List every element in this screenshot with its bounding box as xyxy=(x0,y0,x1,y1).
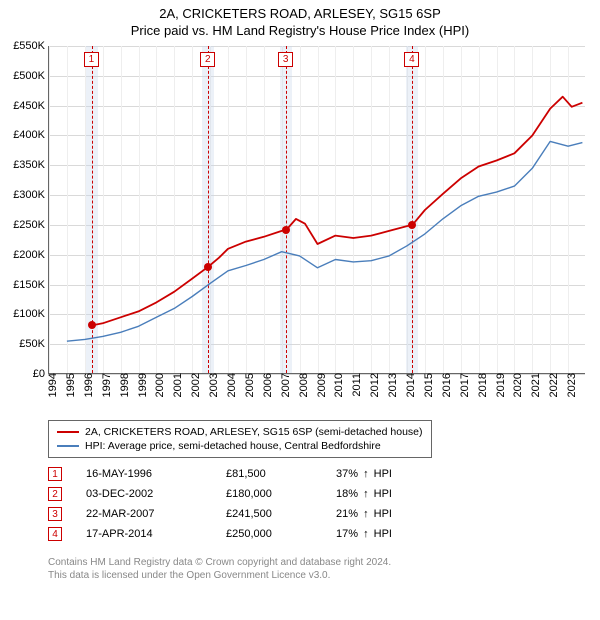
x-tick-label: 1998 xyxy=(115,373,131,397)
legend-swatch xyxy=(57,431,79,433)
x-tick-label: 2018 xyxy=(473,373,489,397)
x-tick-label: 1997 xyxy=(97,373,113,397)
y-tick-label: £100K xyxy=(13,308,49,320)
legend-swatch xyxy=(57,445,79,447)
x-tick-label: 2000 xyxy=(150,373,166,397)
sale-point xyxy=(88,321,96,329)
x-tick-label: 1994 xyxy=(43,373,59,397)
sale-point xyxy=(204,263,212,271)
event-pct: 21% ↑ HPI xyxy=(336,508,406,520)
up-arrow-icon: ↑ xyxy=(363,528,369,540)
plot-area: £0£50K£100K£150K£200K£250K£300K£350K£400… xyxy=(48,46,585,374)
x-tick-label: 1999 xyxy=(133,373,149,397)
event-date: 22-MAR-2007 xyxy=(86,508,226,520)
x-tick-label: 1996 xyxy=(79,373,95,397)
x-tick-label: 2019 xyxy=(491,373,507,397)
y-tick-label: £200K xyxy=(13,249,49,261)
x-tick-label: 2011 xyxy=(347,373,363,397)
x-tick-label: 2007 xyxy=(276,373,292,397)
x-tick-label: 2014 xyxy=(401,373,417,397)
chart-container: 2A, CRICKETERS ROAD, ARLESEY, SG15 6SP P… xyxy=(0,0,600,620)
x-tick-label: 2003 xyxy=(204,373,220,397)
x-tick-label: 2009 xyxy=(312,373,328,397)
event-pct: 18% ↑ HPI xyxy=(336,488,406,500)
up-arrow-icon: ↑ xyxy=(363,488,369,500)
event-number: 4 xyxy=(48,527,62,541)
title-block: 2A, CRICKETERS ROAD, ARLESEY, SG15 6SP P… xyxy=(0,0,600,38)
event-price: £180,000 xyxy=(226,488,336,500)
legend-row: HPI: Average price, semi-detached house,… xyxy=(57,439,423,453)
event-row: 3 22-MAR-2007£241,50021% ↑ HPI xyxy=(48,504,406,524)
legend-box: 2A, CRICKETERS ROAD, ARLESEY, SG15 6SP (… xyxy=(48,420,432,458)
footer-note: Contains HM Land Registry data © Crown c… xyxy=(48,556,391,582)
title-address: 2A, CRICKETERS ROAD, ARLESEY, SG15 6SP xyxy=(0,6,600,21)
legend-label: 2A, CRICKETERS ROAD, ARLESEY, SG15 6SP (… xyxy=(85,426,423,438)
event-number: 1 xyxy=(48,467,62,481)
x-tick-label: 2023 xyxy=(562,373,578,397)
event-number: 3 xyxy=(48,507,62,521)
events-table: 1 16-MAY-1996£81,50037% ↑ HPI 2 03-DEC-2002… xyxy=(48,464,406,544)
event-row: 4 17-APR-2014£250,00017% ↑ HPI xyxy=(48,524,406,544)
x-tick-label: 2010 xyxy=(329,373,345,397)
event-price: £241,500 xyxy=(226,508,336,520)
x-tick-label: 2022 xyxy=(544,373,560,397)
x-tick-label: 2012 xyxy=(365,373,381,397)
y-tick-label: £300K xyxy=(13,189,49,201)
up-arrow-icon: ↑ xyxy=(363,468,369,480)
x-tick-label: 2005 xyxy=(240,373,256,397)
x-tick-label: 2001 xyxy=(168,373,184,397)
y-tick-label: £450K xyxy=(13,100,49,112)
y-tick-label: £400K xyxy=(13,129,49,141)
event-pct: 37% ↑ HPI xyxy=(336,468,406,480)
x-tick-label: 2021 xyxy=(526,373,542,397)
event-date: 03-DEC-2002 xyxy=(86,488,226,500)
event-price: £250,000 xyxy=(226,528,336,540)
y-tick-label: £500K xyxy=(13,70,49,82)
x-tick-label: 2015 xyxy=(419,373,435,397)
event-date: 17-APR-2014 xyxy=(86,528,226,540)
event-date: 16-MAY-1996 xyxy=(86,468,226,480)
y-tick-label: £550K xyxy=(13,40,49,52)
title-subtitle: Price paid vs. HM Land Registry's House … xyxy=(0,23,600,38)
y-tick-label: £150K xyxy=(13,279,49,291)
hpi-label: HPI xyxy=(374,468,392,480)
y-tick-label: £250K xyxy=(13,219,49,231)
hpi-label: HPI xyxy=(374,508,392,520)
y-tick-label: £350K xyxy=(13,159,49,171)
x-tick-label: 2008 xyxy=(294,373,310,397)
legend-row: 2A, CRICKETERS ROAD, ARLESEY, SG15 6SP (… xyxy=(57,425,423,439)
legend-label: HPI: Average price, semi-detached house,… xyxy=(85,440,381,452)
y-tick-label: £50K xyxy=(19,338,49,350)
event-number: 2 xyxy=(48,487,62,501)
x-tick-label: 2016 xyxy=(437,373,453,397)
event-row: 1 16-MAY-1996£81,50037% ↑ HPI xyxy=(48,464,406,484)
hpi-label: HPI xyxy=(374,488,392,500)
x-tick-label: 1995 xyxy=(61,373,77,397)
series-line xyxy=(49,46,586,374)
event-pct: 17% ↑ HPI xyxy=(336,528,406,540)
x-tick-label: 2020 xyxy=(508,373,524,397)
hpi-label: HPI xyxy=(374,528,392,540)
footer-line1: Contains HM Land Registry data © Crown c… xyxy=(48,556,391,569)
x-tick-label: 2004 xyxy=(222,373,238,397)
event-row: 2 03-DEC-2002£180,00018% ↑ HPI xyxy=(48,484,406,504)
event-price: £81,500 xyxy=(226,468,336,480)
sale-point xyxy=(408,221,416,229)
x-tick-label: 2013 xyxy=(383,373,399,397)
footer-line2: This data is licensed under the Open Gov… xyxy=(48,569,391,582)
x-tick-label: 2002 xyxy=(186,373,202,397)
x-tick-label: 2006 xyxy=(258,373,274,397)
up-arrow-icon: ↑ xyxy=(363,508,369,520)
sale-point xyxy=(282,226,290,234)
x-tick-label: 2017 xyxy=(455,373,471,397)
